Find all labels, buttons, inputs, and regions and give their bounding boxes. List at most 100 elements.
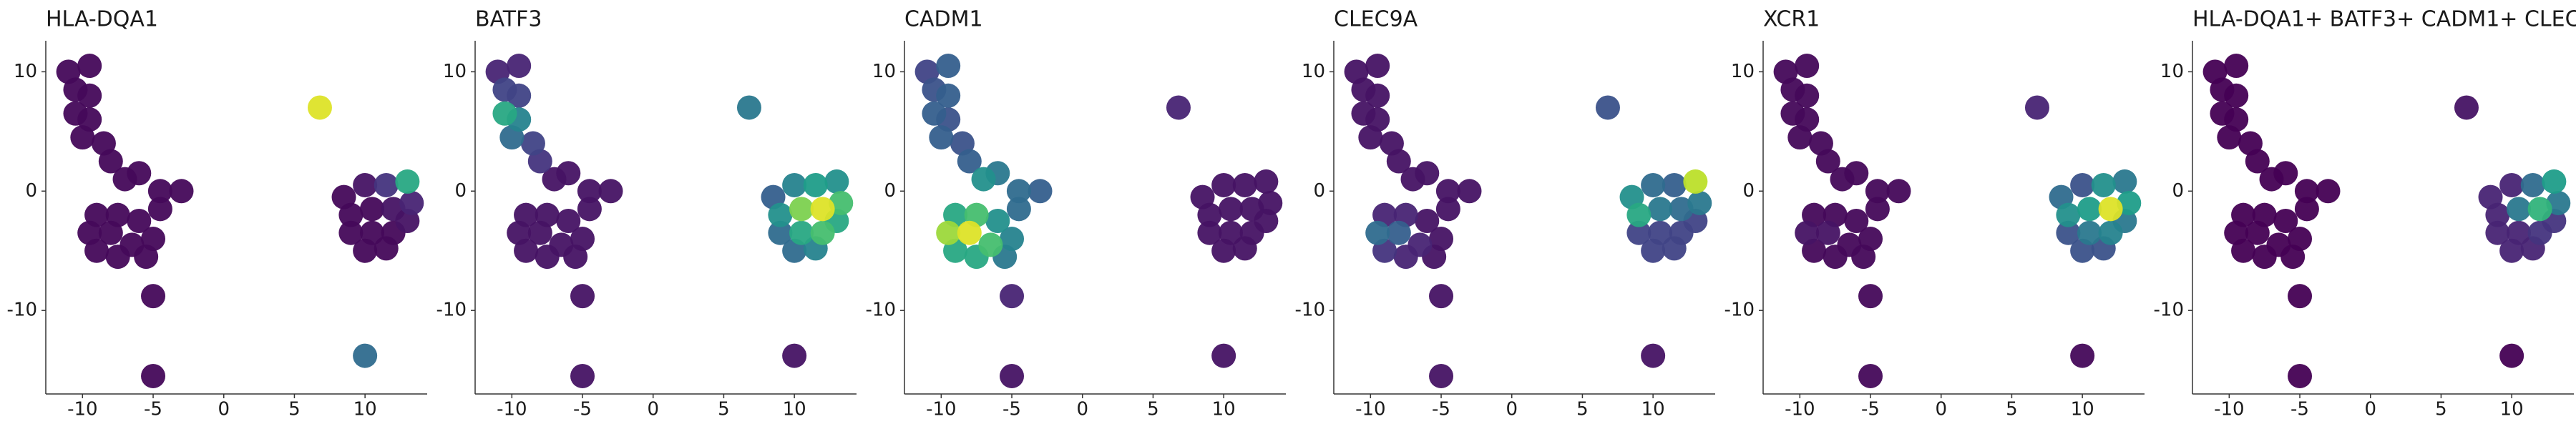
cell-point xyxy=(2245,220,2270,245)
y-tick-label: 10 xyxy=(1302,61,1325,82)
cell-point xyxy=(1815,220,1840,245)
cell-point xyxy=(829,190,854,215)
cell-point xyxy=(1211,238,1236,263)
cell-point xyxy=(768,220,793,245)
panel-title: XCR1 xyxy=(1763,7,1820,32)
cell-point xyxy=(1662,172,1687,197)
x-tick-label: -10 xyxy=(497,399,527,420)
cell-point xyxy=(2499,172,2524,197)
cell-point xyxy=(1232,172,1257,197)
cell-point xyxy=(810,220,835,245)
y-tick-label: 10 xyxy=(2160,61,2184,82)
cell-point xyxy=(2056,202,2081,227)
cell-point xyxy=(2273,161,2298,186)
cell-point xyxy=(77,54,102,79)
cell-point xyxy=(1687,190,1712,215)
cell-point xyxy=(1683,169,1708,194)
x-tick-label: -5 xyxy=(2290,399,2309,420)
x-tick-label: 10 xyxy=(1212,399,1236,420)
cell-point xyxy=(1197,220,1222,245)
cell-point xyxy=(1457,179,1482,204)
x-tick-label: -5 xyxy=(144,399,162,420)
cell-point xyxy=(782,343,807,368)
cell-point xyxy=(360,197,385,222)
cell-point xyxy=(2056,220,2081,245)
cell-point xyxy=(2024,95,2049,120)
panel-title: CADM1 xyxy=(904,7,983,32)
cell-point xyxy=(1219,197,1244,222)
cell-point xyxy=(2454,95,2479,120)
x-tick-label: -5 xyxy=(573,399,592,420)
cell-point xyxy=(70,125,95,150)
cell-point xyxy=(789,197,814,222)
cell-point xyxy=(789,220,814,245)
cell-point xyxy=(929,125,954,150)
cell-point xyxy=(978,232,1003,257)
cell-point xyxy=(2507,197,2532,222)
x-tick-label: 0 xyxy=(1506,399,1518,420)
cell-point xyxy=(141,284,166,309)
cell-point xyxy=(399,190,424,215)
cell-point xyxy=(1795,220,1820,245)
cell-point xyxy=(2231,238,2256,263)
panel-title: HLA-DQA1+ BATF3+ CADM1+ CLEC9A xyxy=(2192,7,2576,32)
cell-point xyxy=(2077,197,2102,222)
cell-point xyxy=(556,161,581,186)
cell-point xyxy=(1000,227,1025,252)
x-tick-label: 10 xyxy=(1641,399,1665,420)
cell-point xyxy=(134,245,159,270)
cell-point xyxy=(2098,220,2123,245)
cell-point xyxy=(2224,54,2249,79)
y-tick-label: -10 xyxy=(1724,300,1755,321)
x-tick-label: 0 xyxy=(647,399,659,420)
cell-point xyxy=(520,131,545,156)
cell-point xyxy=(1000,284,1025,309)
y-tick-label: 0 xyxy=(25,180,37,202)
cell-point xyxy=(98,220,123,245)
cell-point xyxy=(1365,220,1390,245)
cell-point xyxy=(2542,169,2567,194)
cell-point xyxy=(957,149,982,174)
panel: XCR1 -10 0 10 -10 -5 0 5 10 xyxy=(1724,7,2145,420)
cell-point xyxy=(2098,197,2123,222)
cell-point xyxy=(1858,284,1883,309)
x-tick-label: 0 xyxy=(1935,399,1947,420)
cell-point xyxy=(1254,169,1279,194)
cell-point xyxy=(803,172,828,197)
x-tick-label: -10 xyxy=(1785,399,1815,420)
cell-point xyxy=(77,83,102,108)
cell-point xyxy=(507,83,532,108)
cell-point xyxy=(1641,172,1666,197)
cell-point xyxy=(810,197,835,222)
cell-point xyxy=(2070,172,2095,197)
cell-point xyxy=(338,202,364,227)
cell-point xyxy=(2280,245,2306,270)
cell-point xyxy=(1197,202,1222,227)
cell-point xyxy=(84,238,109,263)
cell-point xyxy=(127,161,152,186)
x-tick-label: 5 xyxy=(718,399,730,420)
cell-point xyxy=(395,169,420,194)
cell-point xyxy=(2112,169,2137,194)
x-tick-label: 0 xyxy=(2364,399,2376,420)
cell-point xyxy=(936,220,961,245)
cell-point xyxy=(1626,202,1652,227)
cell-point xyxy=(736,95,761,120)
cell-point xyxy=(824,169,849,194)
cell-point xyxy=(985,209,1010,234)
cell-point xyxy=(2070,343,2095,368)
cell-point xyxy=(2520,172,2545,197)
cell-point xyxy=(1393,245,1418,270)
cell-point xyxy=(1865,179,1890,204)
y-tick-label: 10 xyxy=(443,61,467,82)
cell-point xyxy=(492,101,517,126)
x-tick-label: -10 xyxy=(67,399,97,420)
cell-point xyxy=(353,238,378,263)
cell-point xyxy=(1365,83,1390,108)
panel-title: BATF3 xyxy=(475,7,542,32)
cell-point xyxy=(2077,220,2102,245)
cell-point xyxy=(1232,236,1257,261)
cell-point xyxy=(563,245,588,270)
cell-point xyxy=(1662,236,1687,261)
